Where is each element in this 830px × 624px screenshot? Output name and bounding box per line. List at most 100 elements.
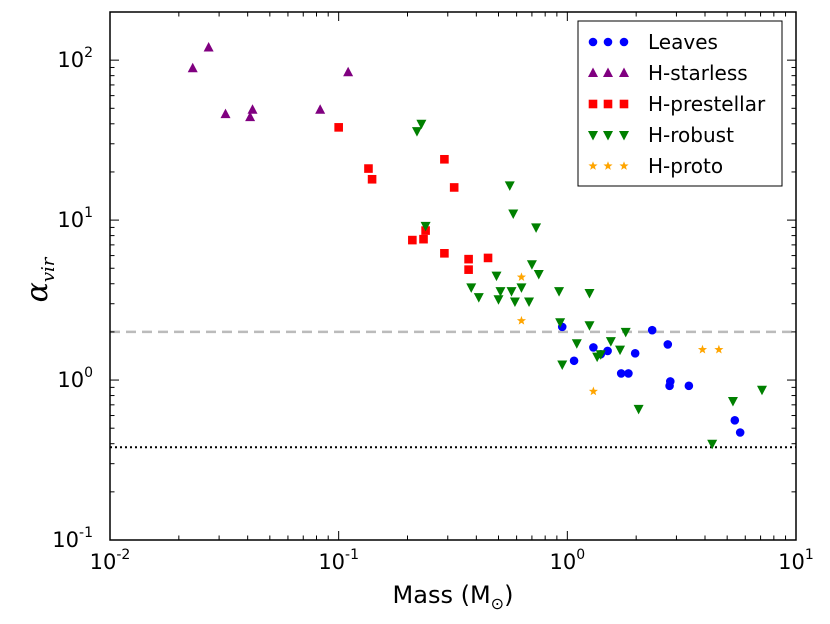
legend-label-h-prestellar: H-prestellar [648,92,766,116]
x-tick-label: 10-1 [318,547,359,574]
point-h-starless [187,62,198,73]
legend-marker-h-prestellar [588,99,598,109]
y-axis-title: αvir [20,256,59,302]
point-h-robust [584,289,595,299]
legend-marker-h-robust [588,131,598,141]
point-h-prestellar [364,164,373,173]
axis-ticks [109,11,797,541]
point-leaves [616,369,626,378]
point-h-robust [524,297,535,307]
point-leaves [647,325,657,335]
x-axis-title-sub: ⊙ [491,594,504,613]
point-h-robust [595,350,606,360]
point-h-robust [516,283,527,293]
point-h-starless [315,104,326,114]
x-tick-label: 100 [550,547,586,574]
point-h-robust [416,119,427,130]
point-h-robust [633,404,644,415]
point-h-robust [531,223,542,233]
point-h-prestellar [483,253,493,263]
legend-label-leaves: Leaves [648,30,718,54]
legend-label-h-starless: H-starless [648,61,748,85]
point-h-robust [504,181,515,191]
point-leaves [589,343,598,352]
point-h-proto [714,344,724,354]
data-markers [187,41,767,450]
point-leaves [663,340,673,349]
point-h-prestellar [464,265,473,274]
point-leaves [730,416,740,425]
legend-marker-leaves [588,37,598,47]
legend-marker-h-prestellar [603,99,613,109]
legend-marker-h-proto [588,161,598,170]
point-h-proto [697,344,708,354]
point-h-prestellar [440,154,449,164]
point-h-robust [508,209,519,219]
point-h-robust [495,287,506,297]
point-h-robust [493,295,504,305]
point-h-robust [509,297,520,307]
point-h-proto [516,315,527,325]
legend-marker-h-starless [603,67,613,77]
point-leaves [603,346,612,356]
point-h-prestellar [334,123,343,132]
point-h-robust [491,271,502,282]
legend-marker-leaves [603,37,613,47]
point-h-robust [420,221,431,232]
point-h-robust [557,360,568,371]
point-h-robust [605,337,616,347]
point-h-prestellar [449,183,459,192]
legend-marker-h-robust [619,131,629,141]
point-h-proto [516,272,527,282]
point-h-robust [584,321,595,331]
point-h-prestellar [440,249,449,258]
point-leaves [665,377,675,386]
point-h-prestellar [464,254,473,264]
point-h-robust [411,127,422,137]
point-h-starless [247,104,258,114]
legend-marker-leaves [619,37,629,47]
point-h-robust [615,345,626,356]
legend-marker-h-prestellar [619,99,629,109]
point-leaves [630,348,640,358]
point-h-robust [473,293,484,303]
legend-marker-h-starless [588,67,598,77]
point-h-robust [506,287,517,297]
point-h-starless [343,66,354,77]
legend-marker-h-starless [619,67,629,77]
point-h-prestellar [419,234,428,244]
point-leaves [569,356,579,366]
y-tick-label: 102 [57,45,93,72]
point-h-prestellar [408,235,417,245]
point-h-robust [620,327,631,338]
x-tick-label: 101 [778,547,814,574]
point-h-robust [466,283,477,293]
legend-label-h-robust: H-robust [648,123,734,147]
y-tick-label: 100 [57,365,93,392]
y-tick-label: 101 [57,205,93,232]
legend-label-h-proto: H-proto [648,154,723,178]
point-h-robust [707,439,718,450]
legend-marker-h-robust [603,131,613,141]
point-h-proto [588,386,598,396]
y-tick-label: 10-1 [52,525,93,552]
point-h-robust [756,385,767,396]
point-h-prestellar [367,174,377,184]
plot-frame [109,11,797,541]
point-h-robust [554,287,565,297]
legend-marker-h-proto [603,161,613,170]
legend-marker-h-proto [619,161,629,170]
point-h-starless [203,41,214,52]
point-leaves [684,381,694,391]
point-h-robust [533,270,544,280]
x-tick-label: 10-2 [90,547,131,574]
point-h-robust [571,339,582,349]
point-leaves [624,369,633,378]
point-h-starless [245,111,256,122]
point-h-robust [555,318,566,328]
x-axis-title: Mass (M⊙) [393,581,514,613]
legend: Leaves H-starless H-prestellar H-robust H-pr… [577,20,783,187]
reference-lines [110,330,796,449]
